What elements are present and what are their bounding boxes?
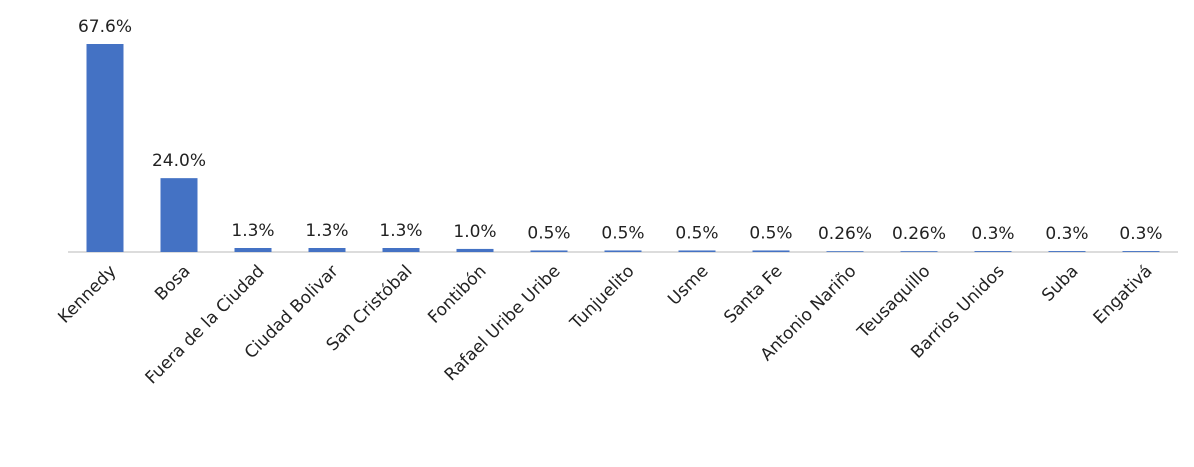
value-label: 0.5% (675, 223, 718, 243)
value-label: 67.6% (78, 17, 132, 37)
value-label: 1.0% (453, 222, 496, 242)
value-label: 0.5% (601, 223, 644, 243)
bar (974, 251, 1012, 252)
value-label: 0.26% (892, 224, 946, 244)
bar (160, 178, 198, 252)
value-label: 1.3% (231, 221, 274, 241)
x-tick-label: Fontibón (424, 261, 490, 327)
bar (234, 248, 272, 252)
x-tick-label: Tunjuelito (566, 261, 639, 334)
x-tick-label: Suba (1038, 261, 1082, 305)
value-label: 0.26% (818, 224, 872, 244)
bar (604, 250, 642, 252)
value-label: 1.3% (305, 221, 348, 241)
bar (530, 250, 568, 252)
bar (1048, 251, 1086, 252)
x-tick-label: Usme (664, 261, 712, 309)
value-label: 0.5% (527, 223, 570, 243)
bar (456, 248, 494, 252)
bar (900, 251, 938, 252)
bar (308, 248, 346, 252)
value-label: 24.0% (152, 151, 206, 171)
x-tick-label: Engativá (1090, 261, 1157, 328)
x-tick-label: Bosa (151, 261, 194, 304)
bar (752, 250, 790, 252)
x-tick-label: Santa Fe (720, 261, 786, 327)
value-label: 1.3% (379, 221, 422, 241)
bar (678, 250, 716, 252)
value-label: 0.3% (1119, 224, 1162, 244)
x-tick-label: Kennedy (54, 261, 120, 327)
value-label: 0.3% (1045, 224, 1088, 244)
bar (86, 44, 124, 252)
bar (382, 248, 420, 252)
bar (826, 251, 864, 252)
value-label: 0.3% (971, 224, 1014, 244)
value-label: 0.5% (749, 223, 792, 243)
bar (1122, 251, 1160, 252)
x-tick-label: Teusaquillo (853, 261, 934, 342)
